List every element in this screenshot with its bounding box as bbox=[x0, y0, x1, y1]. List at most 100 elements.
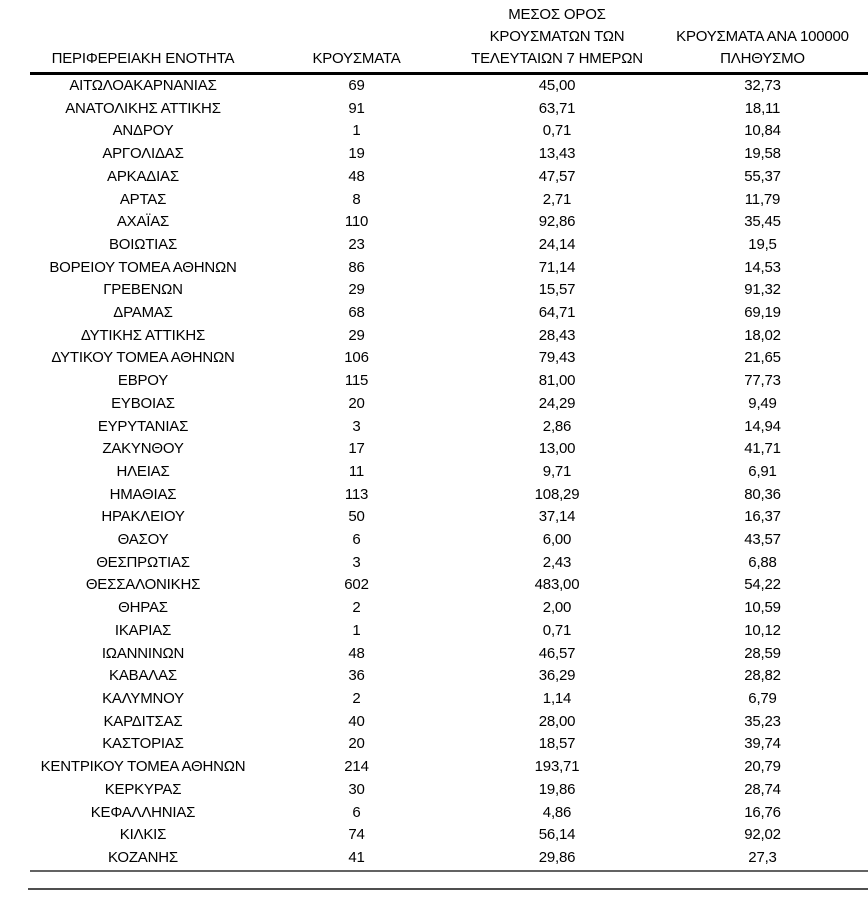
cell-region: ΚΑΣΤΟΡΙΑΣ bbox=[102, 735, 184, 753]
table-row: ΘΕΣΠΡΩΤΙΑΣ 3 2,43 6,88 bbox=[30, 552, 868, 575]
cell-avg-7day: 4,86 bbox=[542, 803, 572, 821]
cell-avg-7day: 24,29 bbox=[538, 394, 576, 412]
cell-region: ΙΩΑΝΝΙΝΩΝ bbox=[101, 644, 185, 662]
cell-avg-7day: 2,86 bbox=[542, 417, 572, 435]
cell-region: ΔΡΑΜΑΣ bbox=[113, 304, 173, 322]
cell-region: ΔΥΤΙΚΗΣ ΑΤΤΙΚΗΣ bbox=[80, 326, 206, 344]
table-row: ΑΝΔΡΟΥ 1 0,71 10,84 bbox=[30, 120, 868, 143]
cell-cases: 8 bbox=[352, 190, 361, 208]
table-row: ΚΑΣΤΟΡΙΑΣ 20 18,57 39,74 bbox=[30, 733, 868, 756]
cell-avg-7day: 71,14 bbox=[538, 258, 576, 276]
cell-per-100k: 16,37 bbox=[744, 508, 781, 526]
header-line: ΜΕΣΟΣ ΟΡΟΣ bbox=[508, 6, 606, 23]
cell-region: ΑΡΤΑΣ bbox=[119, 190, 167, 208]
cell-avg-7day: 28,00 bbox=[538, 712, 576, 730]
col-header-avg-7day: ΜΕΣΟΣ ΟΡΟΣ ΚΡΟΥΣΜΑΤΩΝ ΤΩΝ ΤΕΛΕΥΤΑΙΩΝ 7 Η… bbox=[457, 0, 657, 75]
cell-avg-7day: 37,14 bbox=[538, 508, 576, 526]
cell-avg-7day: 46,57 bbox=[538, 644, 576, 662]
table-row: ΑΧΑΪΑΣ 110 92,86 35,45 bbox=[30, 211, 868, 234]
col-header-per-100k: ΚΡΟΥΣΜΑΤΑ ΑΝΑ 100000 ΠΛΗΘΥΣΜΟ bbox=[657, 0, 868, 75]
cell-region: ΚΙΛΚΙΣ bbox=[119, 826, 167, 844]
cell-region: ΑΝΔΡΟΥ bbox=[112, 122, 174, 140]
cell-per-100k: 10,59 bbox=[744, 599, 781, 617]
cell-avg-7day: 79,43 bbox=[538, 349, 576, 367]
cell-per-100k: 10,12 bbox=[744, 621, 781, 639]
cell-avg-7day: 6,00 bbox=[542, 531, 572, 549]
cell-region: ΚΑΡΔΙΤΣΑΣ bbox=[103, 712, 183, 730]
cell-per-100k: 41,71 bbox=[744, 440, 781, 458]
cell-cases: 48 bbox=[348, 167, 365, 185]
cell-per-100k: 18,02 bbox=[744, 326, 781, 344]
table-row: ΗΛΕΙΑΣ 11 9,71 6,91 bbox=[30, 461, 868, 484]
table-row: ΔΡΑΜΑΣ 68 64,71 69,19 bbox=[30, 302, 868, 325]
cell-per-100k: 32,73 bbox=[744, 77, 781, 94]
cell-cases: 19 bbox=[348, 145, 365, 163]
table-row: ΙΩΑΝΝΙΝΩΝ 48 46,57 28,59 bbox=[30, 643, 868, 666]
cell-region: ΚΕΡΚΥΡΑΣ bbox=[104, 780, 182, 798]
header-line: ΠΛΗΘΥΣΜΟ bbox=[720, 50, 805, 67]
table-row: ΗΜΑΘΙΑΣ 113 108,29 80,36 bbox=[30, 484, 868, 507]
table-row: ΑΡΚΑΔΙΑΣ 48 47,57 55,37 bbox=[30, 166, 868, 189]
cell-region: ΗΛΕΙΑΣ bbox=[116, 462, 170, 480]
cell-cases: 1 bbox=[352, 621, 361, 639]
cell-cases: 2 bbox=[352, 599, 361, 617]
table-row: ΖΑΚΥΝΘΟΥ 17 13,00 41,71 bbox=[30, 438, 868, 461]
cell-cases: 40 bbox=[348, 712, 365, 730]
cell-cases: 113 bbox=[344, 485, 369, 503]
table-row: ΕΥΒΟΙΑΣ 20 24,29 9,49 bbox=[30, 393, 868, 416]
cell-per-100k: 55,37 bbox=[744, 167, 781, 185]
cell-region: ΑΡΚΑΔΙΑΣ bbox=[107, 167, 179, 185]
cell-region: ΚΟΖΑΝΗΣ bbox=[30, 846, 256, 872]
col-header-region: ΠΕΡΙΦΕΡΕΙΑΚΗ ΕΝΟΤΗΤΑ bbox=[30, 0, 256, 75]
cell-region: ΑΧΑΪΑΣ bbox=[116, 213, 170, 231]
table-row: ΘΑΣΟΥ 6 6,00 43,57 bbox=[30, 529, 868, 552]
cell-per-100k: 11,79 bbox=[744, 190, 781, 208]
cell-cases: 29 bbox=[348, 326, 365, 344]
cell-region: ΕΒΡΟΥ bbox=[117, 372, 169, 390]
cell-region: ΚΑΒΑΛΑΣ bbox=[109, 667, 177, 685]
table-body: ΑΙΤΩΛΟΑΚΑΡΝΑΝΙΑΣ 69 45,00 32,73 ΑΝΑΤΟΛΙΚΗΣ Α… bbox=[30, 74, 868, 872]
cell-per-100k: 20,79 bbox=[744, 758, 781, 776]
cell-region: ΘΗΡΑΣ bbox=[118, 599, 168, 617]
cell-cases: 2 bbox=[352, 689, 361, 707]
cell-per-100k: 16,76 bbox=[744, 803, 781, 821]
cell-per-100k: 80,36 bbox=[744, 485, 781, 503]
table-row: ΘΗΡΑΣ 2 2,00 10,59 bbox=[30, 597, 868, 620]
cell-region: ΘΕΣΣΑΛΟΝΙΚΗΣ bbox=[85, 576, 201, 594]
header-line: ΚΡΟΥΣΜΑΤΑ bbox=[312, 50, 401, 67]
cell-per-100k: 35,23 bbox=[744, 712, 781, 730]
cell-cases: 11 bbox=[348, 462, 365, 480]
table-row: ΔΥΤΙΚΟΥ ΤΟΜΕΑ ΑΘΗΝΩΝ 106 79,43 21,65 bbox=[30, 347, 868, 370]
cell-avg-7day: 63,71 bbox=[538, 99, 576, 117]
cell-cases: 20 bbox=[348, 394, 365, 412]
cell-avg-7day: 13,43 bbox=[538, 145, 576, 163]
cell-cases: 106 bbox=[344, 349, 369, 367]
header-row: ΠΕΡΙΦΕΡΕΙΑΚΗ ΕΝΟΤΗΤΑ ΚΡΟΥΣΜΑΤΑ ΜΕΣΟΣ ΟΡΟ… bbox=[30, 0, 868, 75]
cell-region: ΕΥΡΥΤΑΝΙΑΣ bbox=[97, 417, 189, 435]
table-row: ΚΑΛΥΜΝΟΥ 2 1,14 6,79 bbox=[30, 688, 868, 711]
cell-per-100k: 6,79 bbox=[748, 689, 777, 707]
cell-per-100k: 9,49 bbox=[748, 394, 777, 412]
cell-region: ΚΑΛΥΜΝΟΥ bbox=[102, 689, 184, 707]
table-row: ΚΕΝΤΡΙΚΟΥ ΤΟΜΕΑ ΑΘΗΝΩΝ 214 193,71 20,79 bbox=[30, 756, 868, 779]
cell-region: ΕΥΒΟΙΑΣ bbox=[111, 394, 175, 412]
table-row: ΚΟΖΑΝΗΣ 41 29,86 27,3 bbox=[30, 846, 868, 872]
cell-cases: 3 bbox=[352, 553, 361, 571]
cell-cases: 41 bbox=[256, 846, 457, 872]
cell-avg-7day: 29,86 bbox=[457, 846, 657, 872]
table-row: ΒΟΙΩΤΙΑΣ 23 24,14 19,5 bbox=[30, 234, 868, 257]
table-row: ΘΕΣΣΑΛΟΝΙΚΗΣ 602 483,00 54,22 bbox=[30, 574, 868, 597]
cell-region: ΒΟΡΕΙΟΥ ΤΟΜΕΑ ΑΘΗΝΩΝ bbox=[49, 258, 237, 276]
footer-divider bbox=[28, 888, 868, 890]
cell-avg-7day: 1,14 bbox=[542, 689, 572, 707]
cell-cases: 1 bbox=[352, 122, 361, 140]
cell-cases: 36 bbox=[348, 667, 365, 685]
cell-per-100k: 19,5 bbox=[748, 235, 777, 253]
cell-avg-7day: 0,71 bbox=[542, 122, 572, 140]
cell-per-100k: 6,91 bbox=[748, 462, 777, 480]
cell-per-100k: 21,65 bbox=[744, 349, 781, 367]
cell-avg-7day: 92,86 bbox=[538, 213, 576, 231]
table-row: ΙΚΑΡΙΑΣ 1 0,71 10,12 bbox=[30, 620, 868, 643]
cell-avg-7day: 2,71 bbox=[542, 190, 572, 208]
